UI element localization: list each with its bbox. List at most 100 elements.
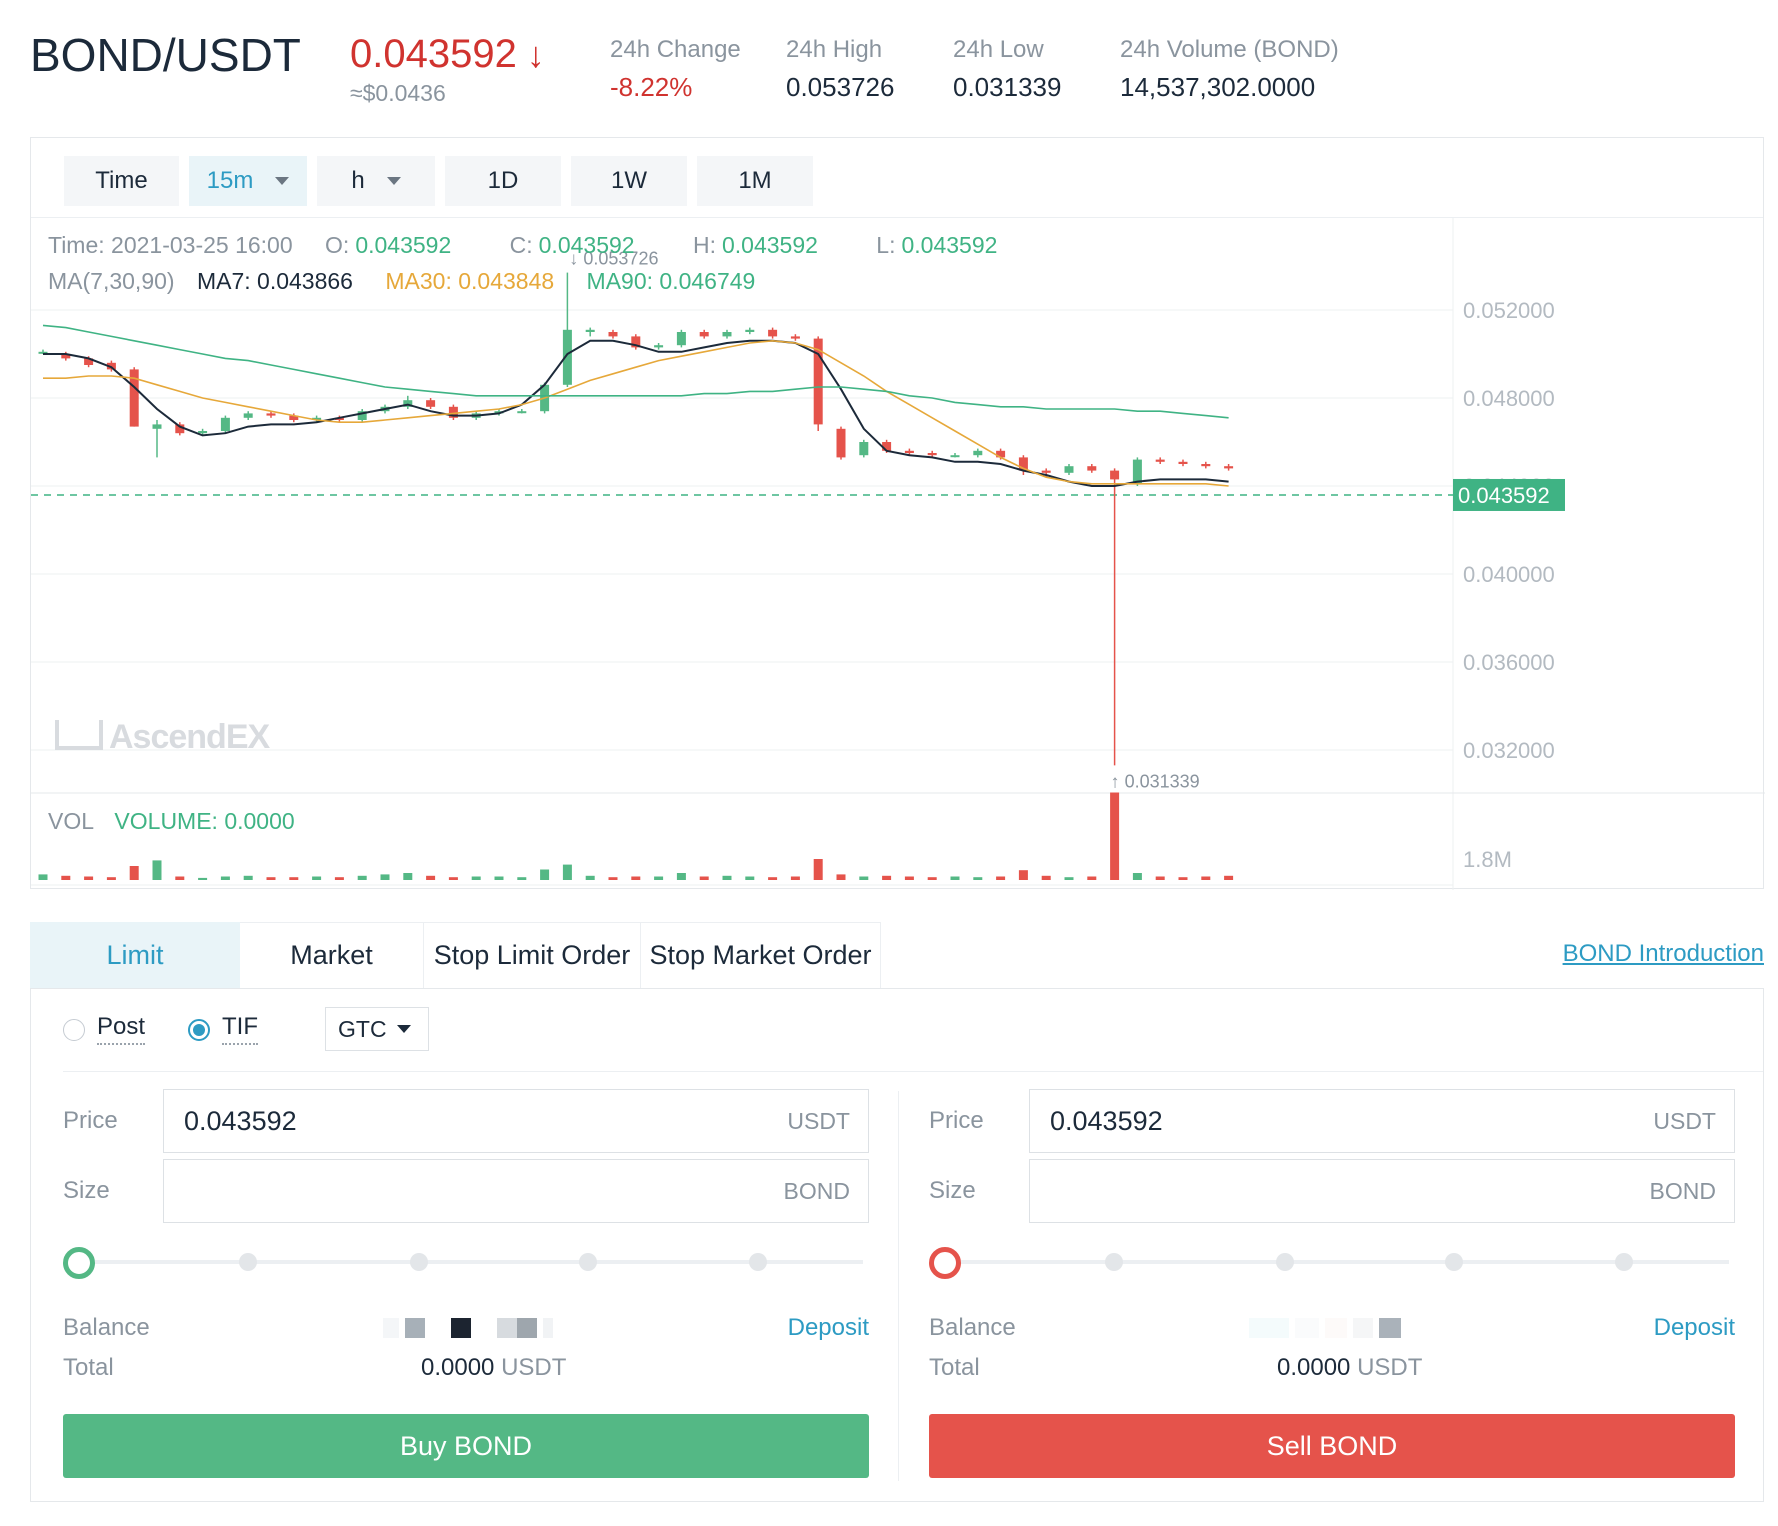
volume-bar: [152, 860, 162, 880]
slider-handle[interactable]: [929, 1247, 961, 1279]
slider-step-75[interactable]: [1445, 1253, 1463, 1271]
tif-select-value: GTC: [338, 1015, 387, 1042]
last-price-marker: [1453, 478, 1565, 511]
volume-bar: [722, 875, 732, 880]
candle-body: [950, 455, 960, 458]
volume-bar: [904, 876, 914, 880]
volume-bar: [1110, 792, 1120, 880]
volume-bar: [790, 876, 800, 880]
buy-size-input[interactable]: BOND: [163, 1159, 869, 1223]
buy-button[interactable]: Buy BOND: [63, 1414, 869, 1478]
interval-15m[interactable]: 15m: [189, 156, 307, 206]
buy-deposit-link[interactable]: Deposit: [787, 1314, 869, 1341]
tab-limit[interactable]: Limit: [30, 922, 240, 988]
candle-body: [517, 411, 527, 414]
sell-price-input[interactable]: 0.043592 USDT: [1029, 1089, 1735, 1153]
buy-total-label: Total: [63, 1354, 114, 1381]
buy-balance-label: Balance: [63, 1314, 150, 1341]
sell-button[interactable]: Sell BOND: [929, 1414, 1735, 1478]
legend-h-value: 0.043592: [721, 232, 818, 258]
sell-size-input[interactable]: BOND: [1029, 1159, 1735, 1223]
buy-size-slider[interactable]: [63, 1247, 869, 1279]
volume-bar: [334, 877, 344, 880]
interval-1w[interactable]: 1W: [571, 156, 687, 206]
price-axis-tick: 0.036000: [1463, 650, 1555, 675]
buy-balance-row: Balance Deposit: [63, 1314, 869, 1348]
price-chart[interactable]: 0.0520000.0480000.0440000.0400000.036000…: [31, 218, 1765, 890]
candle-body: [859, 442, 869, 456]
volume-bar: [562, 864, 572, 880]
slider-track: [79, 1260, 863, 1264]
ma-line-ma7: [43, 339, 1229, 487]
sell-deposit-link[interactable]: Deposit: [1653, 1314, 1735, 1341]
order-form: Post TIF GTC Price 0.043592 USDT Size BO…: [30, 988, 1764, 1502]
legend-ma7: MA7: 0.043866: [196, 268, 353, 294]
candle-body: [608, 332, 618, 337]
slider-step-25[interactable]: [239, 1253, 257, 1271]
legend-time: Time: 2021-03-25 16:00: [48, 232, 293, 258]
volume-bar: [540, 869, 550, 880]
interval-hour[interactable]: h: [317, 156, 435, 206]
candle-body: [1087, 466, 1097, 471]
post-radio[interactable]: [63, 1019, 85, 1041]
bond-introduction-link[interactable]: BOND Introduction: [1562, 940, 1764, 967]
candle-body: [334, 417, 344, 420]
divider: [898, 1091, 899, 1481]
tab-stop-limit[interactable]: Stop Limit Order: [424, 922, 641, 988]
interval-1m[interactable]: 1M: [697, 156, 813, 206]
candle-body: [426, 400, 436, 407]
volume-bar: [585, 875, 595, 880]
low-annotation: ↑ 0.031339: [1111, 771, 1200, 791]
volume-bar: [312, 876, 322, 880]
volume-legend: VOL VOLUME: 0.0000: [48, 808, 295, 835]
volume-bar: [403, 873, 413, 880]
candle-body: [1224, 466, 1234, 469]
candle-body: [927, 453, 937, 456]
post-label[interactable]: Post: [97, 1013, 146, 1045]
interval-label: 1M: [738, 167, 772, 194]
candle-body: [106, 362, 116, 370]
slider-step-50[interactable]: [410, 1253, 428, 1271]
watermark-logo: AscendEX: [55, 718, 270, 757]
sell-size-slider[interactable]: [929, 1247, 1735, 1279]
buy-price-input[interactable]: 0.043592 USDT: [163, 1089, 869, 1153]
legend-vol-label: VOL: [48, 808, 95, 834]
slider-step-100[interactable]: [749, 1253, 767, 1271]
tab-stop-market[interactable]: Stop Market Order: [641, 922, 881, 988]
candle-body: [129, 369, 139, 427]
tif-select[interactable]: GTC: [325, 1007, 429, 1051]
tab-market[interactable]: Market: [240, 922, 424, 988]
candle-body: [836, 428, 846, 458]
chart-canvas[interactable]: 0.0520000.0480000.0440000.0400000.036000…: [31, 218, 1765, 890]
volume-bar: [1224, 875, 1234, 880]
buy-size-unit: BOND: [783, 1177, 850, 1204]
slider-step-75[interactable]: [579, 1253, 597, 1271]
candle-body: [1178, 461, 1188, 464]
slider-step-25[interactable]: [1105, 1253, 1123, 1271]
slider-step-50[interactable]: [1276, 1253, 1294, 1271]
candle-body: [1041, 470, 1051, 473]
legend-c-value: 0.043592: [538, 232, 635, 258]
volume-bar: [654, 876, 664, 880]
interval-time[interactable]: Time: [64, 156, 179, 206]
slider-handle[interactable]: [63, 1247, 95, 1279]
volume-bar: [266, 877, 276, 880]
ma-line-ma90: [42, 324, 1229, 419]
legend-c-label: C:: [509, 232, 533, 258]
candle-body: [813, 338, 823, 425]
interval-toolbar: Time 15m h 1D 1W 1M: [31, 138, 1763, 218]
volume-bar: [813, 859, 823, 880]
legend-o-value: 0.043592: [355, 232, 452, 258]
legend-h-label: H:: [692, 232, 716, 258]
ma-line-ma30: [43, 339, 1229, 487]
tif-radio[interactable]: [188, 1019, 210, 1041]
slider-step-100[interactable]: [1615, 1253, 1633, 1271]
tif-label[interactable]: TIF: [222, 1013, 258, 1045]
sell-balance-label: Balance: [929, 1314, 1016, 1341]
candle-body: [745, 329, 755, 332]
volume-bar: [676, 873, 686, 880]
interval-1d[interactable]: 1D: [445, 156, 561, 206]
candle-body: [1018, 457, 1028, 471]
stat-24h-high: 24h High 0.053726: [786, 36, 894, 103]
candle-body: [585, 329, 595, 332]
